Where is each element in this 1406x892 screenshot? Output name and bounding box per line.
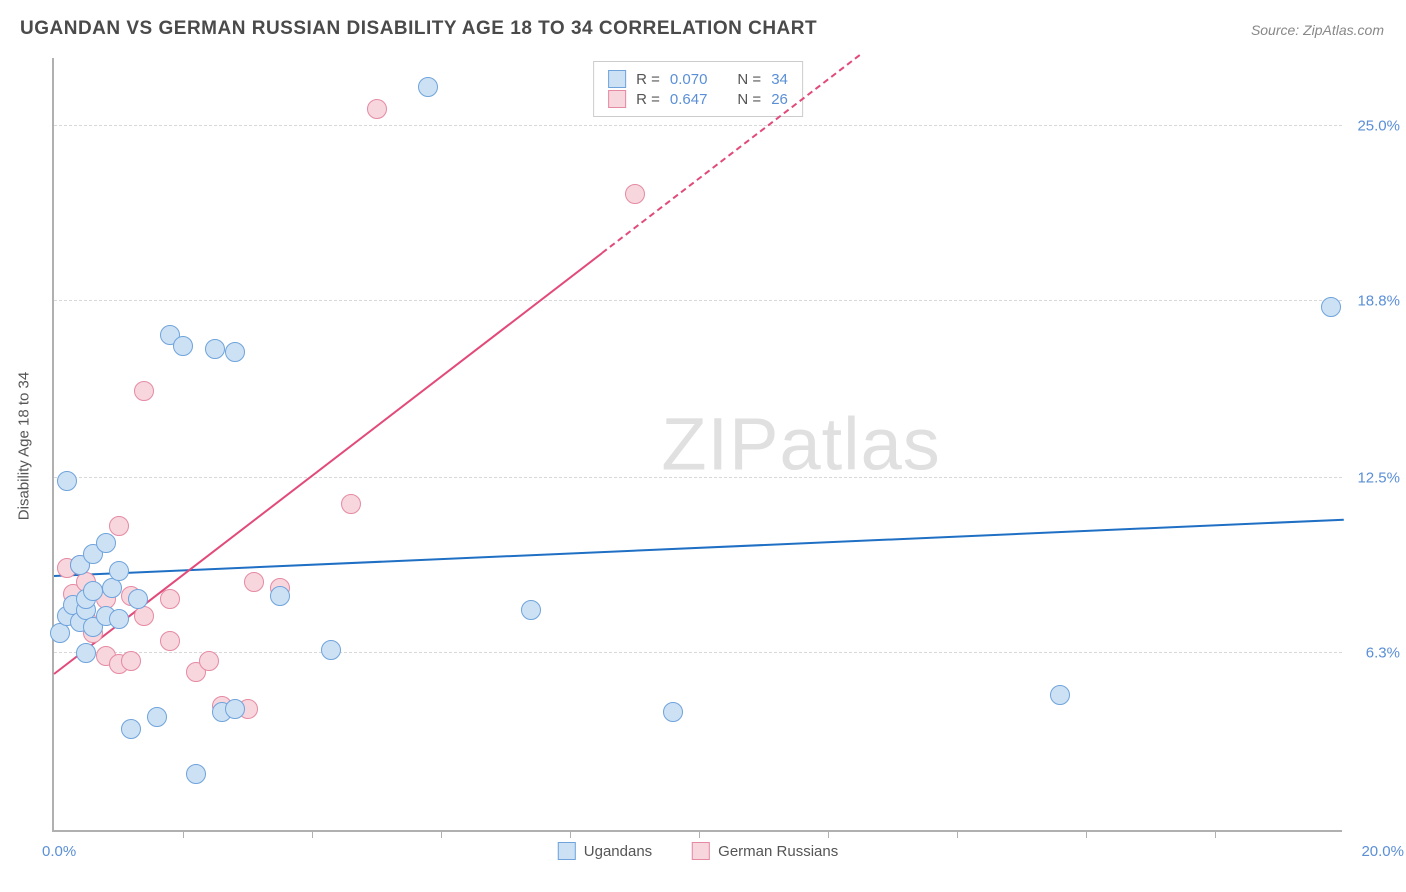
x-axis-min-label: 0.0% <box>42 843 76 860</box>
legend-swatch <box>608 70 626 88</box>
scatter-point <box>625 184 645 204</box>
scatter-point <box>367 99 387 119</box>
r-label: R = <box>636 91 660 108</box>
scatter-point <box>270 586 290 606</box>
scatter-point <box>147 707 167 727</box>
plot-area: ZIPatlas R = 0.070 N = 34 R = 0.647 N = … <box>52 58 1342 832</box>
r-value: 0.070 <box>670 71 708 88</box>
watermark-zip: ZIP <box>661 403 779 486</box>
scatter-point <box>418 77 438 97</box>
n-value: 34 <box>771 71 788 88</box>
scatter-point <box>1321 297 1341 317</box>
gridline <box>54 652 1342 653</box>
x-tick <box>1215 830 1216 838</box>
scatter-point <box>225 699 245 719</box>
x-axis-max-label: 20.0% <box>1361 843 1404 860</box>
scatter-point <box>244 572 264 592</box>
series-legend-item: German Russians <box>692 842 838 860</box>
scatter-point <box>109 561 129 581</box>
gridline <box>54 125 1342 126</box>
chart-container: UGANDAN VS GERMAN RUSSIAN DISABILITY AGE… <box>0 0 1406 892</box>
gridline <box>54 300 1342 301</box>
scatter-point <box>160 631 180 651</box>
series-legend-label: Ugandans <box>584 843 652 860</box>
series-legend-item: Ugandans <box>558 842 652 860</box>
legend-swatch <box>558 842 576 860</box>
r-value: 0.647 <box>670 91 708 108</box>
n-label: N = <box>737 71 761 88</box>
x-tick <box>699 830 700 838</box>
x-tick <box>957 830 958 838</box>
n-value: 26 <box>771 91 788 108</box>
scatter-point <box>1050 685 1070 705</box>
x-tick <box>570 830 571 838</box>
watermark-atlas: atlas <box>779 403 940 486</box>
stats-legend-row: R = 0.070 N = 34 <box>608 70 788 88</box>
legend-swatch <box>692 842 710 860</box>
scatter-point <box>109 516 129 536</box>
scatter-point <box>134 381 154 401</box>
scatter-point <box>186 764 206 784</box>
chart-source: Source: ZipAtlas.com <box>1251 22 1384 38</box>
scatter-point <box>57 471 77 491</box>
y-tick-label: 18.8% <box>1357 292 1400 309</box>
scatter-point <box>663 702 683 722</box>
chart-title: UGANDAN VS GERMAN RUSSIAN DISABILITY AGE… <box>20 18 817 40</box>
scatter-point <box>521 600 541 620</box>
r-label: R = <box>636 71 660 88</box>
n-label: N = <box>737 91 761 108</box>
x-tick <box>1086 830 1087 838</box>
stats-legend: R = 0.070 N = 34 R = 0.647 N = 26 <box>593 61 803 117</box>
scatter-point <box>121 719 141 739</box>
y-tick-label: 25.0% <box>1357 118 1400 135</box>
scatter-point <box>128 589 148 609</box>
legend-swatch <box>608 90 626 108</box>
scatter-point <box>341 494 361 514</box>
series-legend: Ugandans German Russians <box>558 842 838 860</box>
scatter-point <box>321 640 341 660</box>
scatter-point <box>96 533 116 553</box>
scatter-point <box>160 589 180 609</box>
scatter-point <box>173 336 193 356</box>
scatter-point <box>76 643 96 663</box>
gridline <box>54 477 1342 478</box>
y-tick-label: 12.5% <box>1357 470 1400 487</box>
y-axis-title: Disability Age 18 to 34 <box>16 372 33 520</box>
scatter-point <box>199 651 219 671</box>
scatter-point <box>121 651 141 671</box>
x-tick <box>312 830 313 838</box>
x-tick <box>183 830 184 838</box>
y-tick-label: 6.3% <box>1366 644 1400 661</box>
scatter-point <box>225 342 245 362</box>
trend-line <box>54 518 1344 576</box>
watermark: ZIPatlas <box>661 402 940 487</box>
scatter-point <box>205 339 225 359</box>
scatter-point <box>109 609 129 629</box>
x-tick <box>441 830 442 838</box>
stats-legend-row: R = 0.647 N = 26 <box>608 90 788 108</box>
x-tick <box>828 830 829 838</box>
series-legend-label: German Russians <box>718 843 838 860</box>
scatter-point <box>83 581 103 601</box>
